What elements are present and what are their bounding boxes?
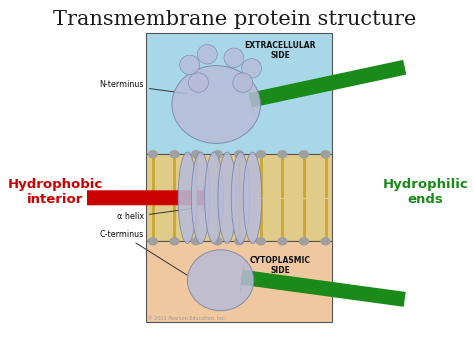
Circle shape (235, 238, 244, 245)
Circle shape (213, 151, 222, 158)
Circle shape (191, 238, 201, 245)
Ellipse shape (243, 152, 262, 244)
Text: Hydrophilic
ends: Hydrophilic ends (382, 179, 468, 207)
Bar (146, 241, 332, 322)
Circle shape (256, 151, 265, 158)
Text: CYTOPLASMIC
SIDE: CYTOPLASMIC SIDE (250, 256, 310, 275)
Ellipse shape (191, 152, 210, 244)
Ellipse shape (197, 45, 217, 64)
Circle shape (256, 238, 265, 245)
Circle shape (170, 151, 179, 158)
Ellipse shape (231, 152, 250, 244)
Text: EXTRACELLULAR
SIDE: EXTRACELLULAR SIDE (245, 41, 316, 60)
Ellipse shape (224, 48, 244, 67)
Circle shape (321, 238, 330, 245)
Text: N-terminus: N-terminus (100, 80, 187, 93)
Ellipse shape (178, 152, 197, 244)
Ellipse shape (189, 73, 209, 92)
Circle shape (235, 151, 244, 158)
Circle shape (213, 238, 222, 245)
Circle shape (278, 238, 287, 245)
Text: © 2011 Pearson Education, Inc.: © 2011 Pearson Education, Inc. (148, 316, 226, 321)
Ellipse shape (233, 73, 253, 92)
Text: α helix: α helix (117, 209, 191, 222)
Ellipse shape (172, 66, 260, 143)
Ellipse shape (242, 59, 262, 78)
Circle shape (278, 151, 287, 158)
Circle shape (191, 151, 201, 158)
Circle shape (148, 238, 157, 245)
Circle shape (321, 151, 330, 158)
Bar (146, 33, 332, 154)
Ellipse shape (187, 250, 254, 311)
Bar (146, 154, 332, 241)
Text: C-terminus: C-terminus (100, 230, 187, 275)
Circle shape (148, 151, 157, 158)
Ellipse shape (218, 152, 237, 244)
Circle shape (300, 151, 309, 158)
Text: Transmembrane protein structure: Transmembrane protein structure (53, 10, 417, 28)
Ellipse shape (180, 55, 200, 75)
Circle shape (300, 238, 309, 245)
Circle shape (170, 238, 179, 245)
Text: Hydrophobic
interior: Hydrophobic interior (8, 179, 103, 207)
Ellipse shape (205, 152, 223, 244)
